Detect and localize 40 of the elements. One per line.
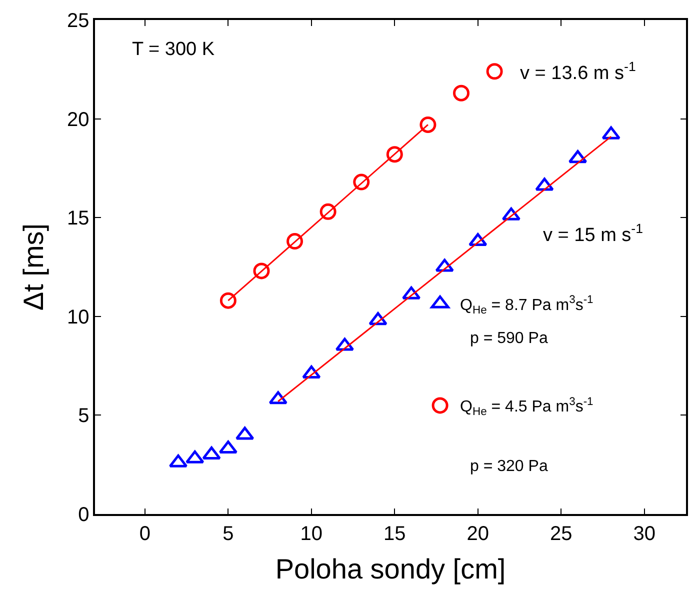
x-tick-label: 10 (300, 522, 323, 545)
x-tick-label: 15 (384, 522, 406, 545)
legend-label: Q$_{He}$ = 4.5 Pa m$^{3}$s$^{-1}$ (460, 396, 594, 418)
point (302, 365, 321, 378)
point (268, 391, 288, 404)
y-tick-label: 25 (67, 10, 90, 32)
legend-label: Q$_{He}$ = 8.7 Pa m$^{3}$s$^{-1}$ (460, 294, 594, 316)
point (386, 146, 403, 163)
y-tick-label: 10 (67, 306, 90, 328)
point (202, 446, 221, 460)
x-tick-label: 5 (222, 522, 234, 545)
point (286, 233, 304, 250)
x-tick-label: 20 (466, 522, 490, 545)
x-tick-label: 0 (139, 522, 151, 545)
y-axis-title: Δt [ms] (18, 223, 50, 311)
point (353, 174, 370, 190)
x-tick-label: 25 (550, 522, 572, 545)
point (468, 233, 488, 246)
point (453, 84, 470, 102)
point (368, 312, 388, 326)
y-tick-label: 15 (67, 208, 90, 230)
point (602, 126, 620, 140)
point (186, 450, 204, 464)
y-tick-label: 20 (67, 108, 90, 131)
annotation: v = 13.6 m s$^{-1}$ (520, 59, 636, 84)
point (253, 262, 270, 280)
point (320, 203, 336, 220)
annotation: v = 15 m s$^{-1}$ (543, 221, 643, 246)
point (236, 426, 254, 440)
point (486, 63, 503, 80)
y-tick-label: 5 (78, 405, 90, 428)
point (420, 116, 436, 133)
y-tick-label: 0 (78, 504, 90, 526)
annotation: p = 320 Pa (470, 458, 548, 475)
x-tick-label: 30 (633, 522, 656, 545)
point (535, 178, 554, 191)
annotation: p = 590 Pa (470, 330, 548, 347)
x-axis-title: Poloha sondy [cm] (275, 553, 506, 584)
annotation: T = 300 K (132, 39, 215, 60)
point (220, 292, 236, 309)
